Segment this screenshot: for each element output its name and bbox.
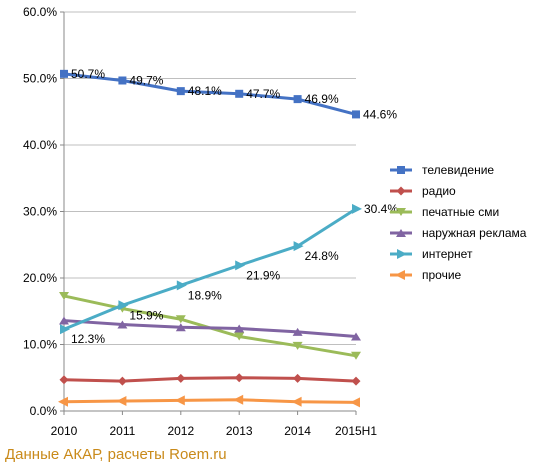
legend-marker [396, 208, 406, 216]
series-1 [60, 69, 360, 119]
data-point [175, 315, 186, 324]
legend-label: интернет [422, 247, 473, 261]
data-point [117, 320, 128, 329]
legend-item: радио [390, 184, 456, 198]
legend-marker [397, 166, 405, 174]
data-point [176, 87, 185, 96]
series-line [63, 319, 357, 339]
y-axis-ticks: 0.0% 10.0% 20.0% 30.0% 40.0% 50.0% 60.0% [23, 5, 64, 418]
series-5 [60, 203, 362, 335]
data-point [235, 260, 246, 271]
data-point [59, 316, 69, 325]
legend-item: печатные сми [390, 205, 499, 219]
y-tick-label: 0.0% [30, 404, 58, 418]
data-point [293, 241, 304, 252]
data-point [292, 327, 303, 336]
data-point [351, 351, 361, 360]
series-2 [59, 373, 361, 386]
series-4 [59, 316, 361, 341]
data-point [293, 95, 302, 104]
legend-marker [397, 249, 407, 259]
legend-item: телевидение [390, 163, 494, 177]
data-point [233, 394, 244, 405]
legend-label: наружная реклама [422, 226, 527, 240]
legend-marker [396, 229, 406, 237]
x-axis-ticks: 2010 2011 2012 2013 2014 2015H1 [51, 411, 377, 438]
data-point [117, 376, 127, 386]
data-label: 46.9% [305, 92, 339, 106]
data-label: 12.3% [71, 332, 105, 346]
data-point [174, 395, 185, 406]
data-point [234, 332, 245, 341]
data-point [60, 69, 68, 78]
y-tick-label: 60.0% [23, 5, 57, 19]
data-label: 30.4% [364, 202, 398, 216]
legend: телевидение радио печатные сми наружная рек… [390, 163, 527, 282]
data-label: 49.7% [129, 73, 163, 87]
data-point [175, 323, 186, 332]
series-group [58, 69, 362, 408]
x-tick-label: 2010 [51, 424, 78, 438]
x-tick-label: 2014 [284, 424, 311, 438]
y-tick-label: 20.0% [23, 271, 57, 285]
legend-item: наружная реклама [390, 226, 527, 240]
x-tick-label: 2011 [109, 424, 135, 438]
y-tick-label: 50.0% [23, 72, 57, 86]
data-label: 47.7% [246, 87, 280, 101]
data-point [292, 341, 303, 350]
line-chart: 0.0%10.0%20.0%30.0%40.0%50.0%60.0% 2010 2… [23, 5, 527, 438]
data-point [351, 332, 361, 341]
series-line [63, 398, 357, 404]
data-point [293, 373, 303, 383]
data-point [59, 291, 69, 300]
data-point [118, 76, 127, 85]
data-point [352, 110, 360, 119]
source-note: Данные АКАР, расчеты Roem.ru [5, 446, 227, 463]
legend-label: печатные сми [422, 205, 499, 219]
legend-item: интернет [390, 247, 473, 261]
x-tick-label: 2015H1 [335, 424, 377, 438]
data-point [176, 373, 186, 383]
series-line [63, 294, 357, 358]
data-point [118, 300, 129, 311]
series-6 [58, 394, 360, 408]
legend-item: прочие [390, 268, 462, 282]
data-point [352, 203, 362, 214]
data-point [60, 324, 70, 335]
data-label: 15.9% [129, 308, 163, 322]
legend-label: телевидение [422, 163, 494, 177]
data-label: 44.6% [363, 107, 397, 121]
x-tick-label: 2012 [167, 424, 194, 438]
data-point [58, 396, 68, 407]
data-point [116, 396, 127, 407]
legend-marker [395, 270, 405, 280]
series-line [63, 207, 357, 331]
y-tick-label: 10.0% [23, 338, 57, 352]
data-labels: 50.7% 49.7% 48.1% 47.7% 46.9% 44.6% 12.3% 15.9%… [71, 67, 398, 346]
series-line [63, 376, 357, 383]
data-label: 18.9% [188, 288, 222, 302]
data-point [351, 376, 361, 386]
y-tick-label: 40.0% [23, 138, 57, 152]
data-label: 48.1% [188, 84, 222, 98]
legend-label: радио [422, 184, 456, 198]
series-line [63, 72, 357, 116]
data-point [234, 324, 245, 333]
data-point [234, 373, 244, 383]
data-point [291, 396, 302, 407]
legend-label: прочие [422, 268, 462, 282]
data-point [235, 89, 244, 98]
data-point [350, 397, 360, 408]
data-label: 24.8% [305, 249, 339, 263]
data-label: 50.7% [71, 67, 105, 81]
data-point [176, 280, 187, 291]
data-label: 21.9% [246, 268, 280, 282]
legend-marker [396, 186, 406, 196]
data-point [59, 375, 69, 385]
x-tick-label: 2013 [226, 424, 253, 438]
y-tick-label: 30.0% [23, 205, 57, 219]
